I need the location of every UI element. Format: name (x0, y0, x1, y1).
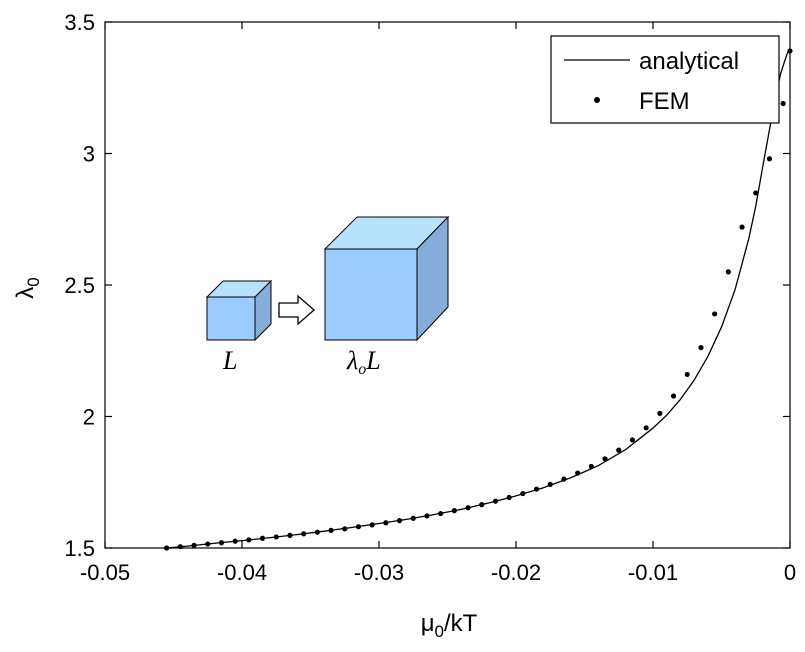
legend-label-fem: FEM (639, 88, 690, 115)
data-point-fem (369, 522, 375, 528)
y-tick-label: 2.5 (64, 273, 95, 298)
data-point-fem (301, 531, 307, 537)
small-cube-front (206, 296, 256, 341)
data-point-fem (780, 100, 786, 107)
data-point-fem (342, 526, 348, 532)
x-tick-label: 0 (784, 560, 796, 585)
data-point-fem (205, 541, 211, 547)
data-point-fem (547, 481, 553, 487)
y-tick-label: 3 (83, 142, 95, 167)
data-point-fem (438, 510, 444, 517)
large-cube-label: λoL (346, 346, 381, 378)
data-point-fem (629, 437, 636, 443)
y-axis-label: λ0 (12, 277, 43, 298)
data-point-fem (218, 540, 225, 546)
data-point-fem (575, 470, 581, 476)
data-point-fem (273, 534, 279, 540)
data-point-fem (588, 463, 594, 470)
data-point-fem (766, 156, 773, 162)
data-point-fem (684, 371, 690, 378)
data-point-fem (739, 224, 745, 230)
data-point-fem (616, 447, 622, 453)
data-point-fem (506, 494, 512, 501)
data-point-fem (424, 513, 430, 519)
cube-scaling-inset: L λoL (205, 215, 450, 378)
data-point-fem (698, 344, 704, 351)
data-point-fem (602, 456, 608, 462)
large-cube-front (324, 248, 418, 341)
x-tick-label: -0.05 (80, 560, 130, 585)
data-point-fem (753, 190, 759, 196)
data-point-fem (657, 410, 663, 416)
data-point-fem (191, 542, 197, 548)
arrow-right-icon (278, 294, 315, 326)
x-tick-label: -0.01 (628, 560, 678, 585)
data-point-fem (259, 535, 266, 541)
data-point-fem (520, 490, 526, 497)
data-point-fem (492, 498, 499, 504)
legend: analytical FEM (550, 35, 780, 124)
x-tick-label: -0.04 (217, 560, 267, 585)
data-point-fem (396, 518, 403, 524)
data-point-fem (355, 524, 362, 530)
data-point-fem (725, 269, 731, 275)
data-point-fem (451, 508, 457, 514)
data-point-fem (533, 486, 540, 492)
data-point-fem (479, 502, 485, 508)
legend-label-analytical: analytical (639, 48, 739, 75)
data-point-fem (643, 425, 649, 431)
data-point-fem (410, 515, 416, 521)
data-point-fem (561, 476, 567, 482)
data-point-fem (232, 538, 238, 544)
y-tick-label: 2 (83, 405, 95, 430)
data-point-fem (670, 393, 677, 399)
small-cube-label: L (222, 346, 237, 375)
data-point-fem (246, 537, 252, 543)
data-point-fem (383, 520, 389, 526)
data-point-fem (712, 311, 718, 317)
data-point-fem (287, 532, 293, 538)
legend-marker-sample (594, 97, 600, 103)
y-tick-label: 1.5 (64, 536, 95, 561)
legend-box (550, 35, 780, 124)
data-point-fem (465, 505, 471, 511)
x-tick-label: -0.02 (491, 560, 541, 585)
data-point-fem (328, 527, 334, 533)
y-tick-label: 3.5 (64, 10, 95, 35)
x-axis-label: μ0/kT (421, 610, 478, 641)
series-line-analytical (166, 47, 791, 549)
data-point-fem (314, 529, 320, 535)
x-tick-label: -0.03 (354, 560, 404, 585)
